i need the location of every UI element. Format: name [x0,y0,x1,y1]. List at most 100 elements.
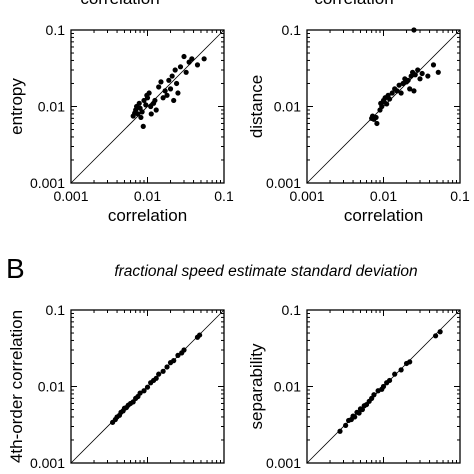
data-point [136,100,142,106]
data-point [144,95,151,101]
y-tick-label: 0.001 [30,175,65,191]
data-point [405,77,411,83]
panel-b-heading: fractional speed estimate standard devia… [114,263,417,280]
y-axis-label: entropy [7,78,26,135]
data-point [337,428,343,434]
data-point [417,76,423,82]
data-point [183,69,189,75]
data-point [141,388,147,394]
data-point [153,375,159,381]
data-point [160,368,166,374]
data-point [430,62,437,68]
data-point [373,114,379,121]
data-point [437,329,443,335]
y-tick-label: 0.01 [38,99,65,115]
data-point [137,390,143,396]
data-point [411,88,417,94]
data-point [175,90,181,96]
y-axis-label: separability [247,343,266,429]
scatter-panel-4: 0.001 0.01 0.1 separability [247,302,461,471]
data-point [164,92,170,98]
data-point [415,67,421,73]
data-point [352,414,358,420]
x-tick-label: 0.01 [370,188,397,204]
data-point [398,367,404,373]
data-point [396,82,402,88]
y-tick-label: 0.1 [282,302,302,318]
data-point [374,120,380,127]
data-point [398,90,404,96]
y-tick-label: 0.001 [266,175,301,191]
data-point [197,332,203,338]
x-axis-label: correlation [108,206,187,225]
y-axis-label: distance [247,75,266,138]
data-point [143,102,149,108]
data-point [175,352,181,358]
data-point [138,114,144,121]
data-point [162,88,168,94]
data-point [144,384,151,390]
data-point [380,383,387,390]
y-tick-label: 0.001 [30,455,65,471]
data-point [177,64,184,70]
data-point [146,90,152,96]
data-point [394,88,400,94]
data-point [425,73,431,79]
scatter-panel-2: 0.001 0.01 0.1 0.001 0.01 0.1 correlation dista… [247,22,470,225]
data-point [384,101,390,107]
x-tick-label: 0.01 [134,188,161,204]
data-point [181,347,187,353]
data-point [169,73,175,79]
data-point [152,97,158,104]
y-tick-label: 0.001 [266,455,301,471]
data-point [158,79,164,85]
data-point [433,333,439,339]
y-tick-label: 0.1 [46,302,66,318]
scatter-plots: 0.001 0.01 0.1 0.001 0.01 0.1 correlation entro… [7,22,470,471]
data-point [153,107,159,113]
data-point [171,97,177,104]
data-point [386,96,393,102]
data-point [160,95,166,101]
y-tick-label: 0.01 [38,379,65,395]
data-point [392,371,398,377]
data-point [164,364,170,370]
data-point [139,109,145,115]
data-point [173,80,180,87]
data-point [386,377,393,384]
data-point [201,56,207,62]
x-tick-label: 0.001 [53,188,88,204]
data-point [435,69,441,75]
y-tick-label: 0.01 [274,99,301,115]
data-point [171,358,177,364]
data-point [379,103,385,110]
data-point [371,392,377,398]
x-tick-label: 0.1 [450,188,470,204]
data-point [412,72,418,78]
data-point [166,77,172,83]
data-point [167,86,174,92]
data-point [411,27,417,33]
data-point [356,410,362,416]
data-point [189,56,195,62]
panel-a-left-title: correlation [80,0,159,8]
data-point [148,111,154,117]
data-point [407,86,413,92]
scatter-panel-1: 0.001 0.01 0.1 0.001 0.01 0.1 correlation entro… [7,22,234,225]
panel-b-letter: B [6,253,25,284]
data-point [389,90,395,96]
x-axis-label: correlation [344,206,423,225]
data-point [172,67,178,73]
x-tick-label: 0.1 [214,188,234,204]
panel-a-right-title: correlation [314,0,393,8]
scatter-panel-3: 0.001 0.01 0.1 4th-order correlation [7,302,225,471]
y-tick-label: 0.1 [46,22,66,38]
data-point [140,123,146,129]
data-point [194,62,201,68]
data-point [419,70,425,77]
y-axis-label: 4th-order correlation [7,310,26,463]
data-point [156,84,162,90]
data-point [343,422,349,429]
data-point [135,111,141,117]
